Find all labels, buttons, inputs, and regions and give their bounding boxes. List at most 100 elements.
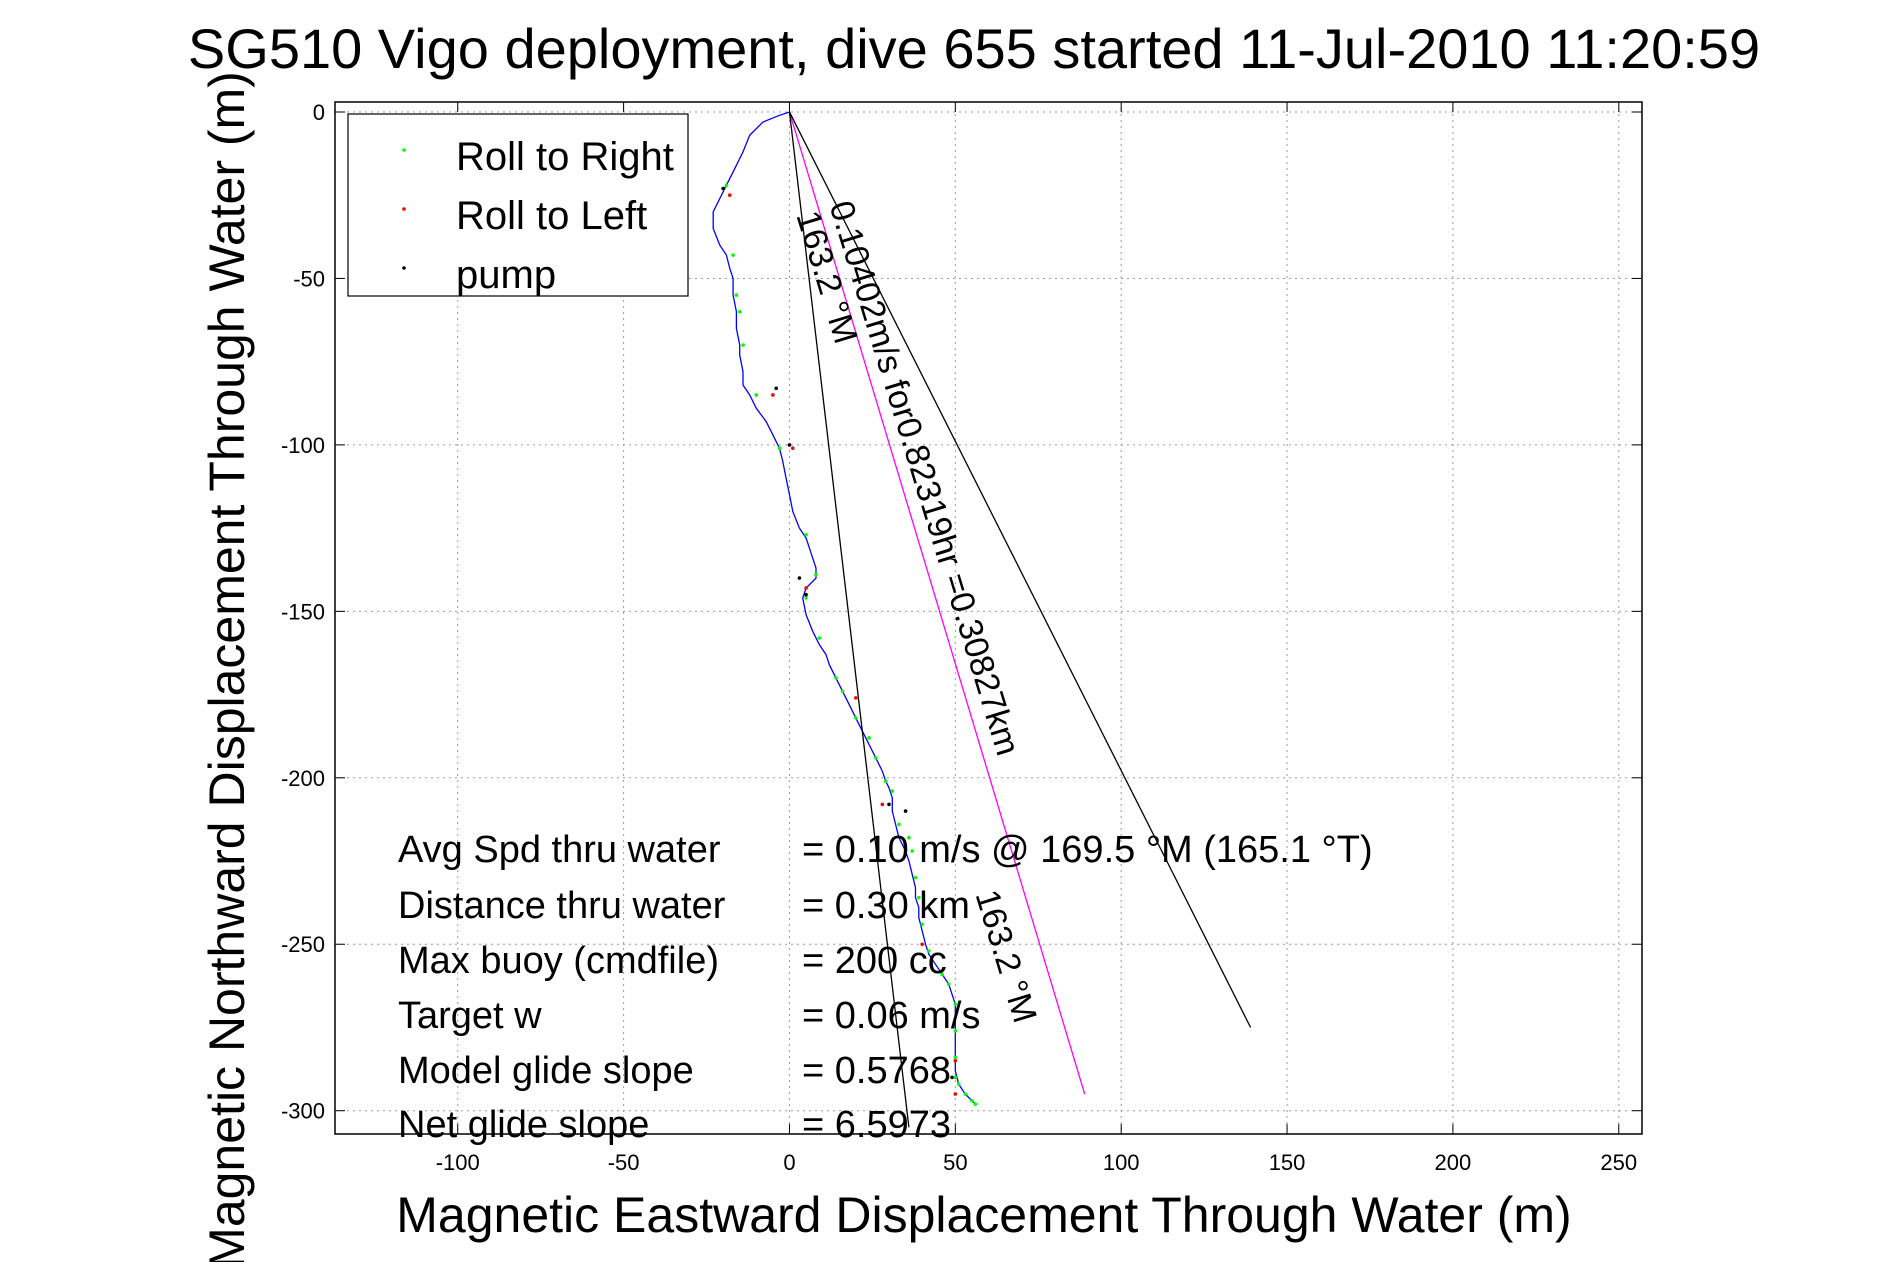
data-point (940, 972, 944, 977)
data-point (973, 1102, 978, 1106)
series-line (788, 111, 1086, 1095)
y-tick-label: -250 (281, 932, 325, 957)
x-tick-label: 100 (1103, 1150, 1140, 1175)
data-point (920, 922, 924, 927)
x-tick-label: -50 (608, 1150, 640, 1175)
data-point (970, 1098, 974, 1103)
data-point (721, 186, 725, 191)
data-point (804, 532, 808, 537)
data-point (754, 393, 759, 397)
stat-value-distance: = 0.30 km (802, 885, 970, 927)
chart-title: SG510 Vigo deployment, dive 655 started … (188, 17, 1760, 80)
data-point (883, 779, 888, 783)
data-point (737, 309, 742, 314)
stat-value-max-buoy: = 200 cc (802, 940, 947, 982)
data-point (834, 676, 838, 680)
data-point (727, 193, 732, 198)
data-point (790, 446, 795, 451)
stat-value-target-w: = 0.06 m/s (802, 995, 980, 1037)
data-point (804, 596, 808, 600)
data-point (724, 183, 729, 188)
y-tick-label: 0 (313, 100, 325, 125)
data-point (734, 293, 739, 297)
x-tick-label: 50 (943, 1150, 967, 1175)
data-point (771, 393, 775, 397)
x-tick-label: -100 (436, 1150, 480, 1175)
data-point (867, 736, 871, 740)
data-point (917, 895, 921, 900)
series-line (788, 111, 1252, 1028)
y-tick-label: -150 (281, 599, 325, 624)
legend-box (347, 113, 689, 297)
data-point (731, 253, 735, 257)
y-tick-label: -100 (281, 433, 325, 458)
y-axis-label: Magnetic Northward Displacement Through … (199, 71, 255, 1262)
data-point (817, 636, 822, 640)
data-point (926, 949, 931, 953)
y-tick-label: -200 (281, 766, 325, 791)
data-point (787, 443, 792, 447)
data-point (804, 586, 808, 590)
data-point (953, 1029, 958, 1033)
data-point (880, 802, 885, 807)
data-point (956, 1082, 961, 1086)
data-point (814, 572, 818, 577)
data-point (897, 822, 901, 827)
legend-marker-roll-left (402, 207, 406, 211)
data-point (797, 576, 802, 580)
data-point (887, 802, 891, 807)
data-point (774, 386, 778, 391)
series-line (712, 111, 976, 1105)
data-point (903, 809, 908, 813)
stat-value-avg-speed: = 0.10 m/s @ 169.5 °M (165.1 °T) (802, 829, 1373, 871)
y-tick-label: -50 (293, 266, 325, 291)
data-point (963, 1092, 968, 1096)
stat-value-model-glide: = 0.5768 (802, 1050, 951, 1092)
stats-block: Avg Spd thru water = 0.10 m/s @ 169.5 °M… (398, 829, 1373, 1146)
data-point (741, 343, 745, 347)
data-point (953, 1058, 958, 1063)
data-point (854, 696, 858, 700)
legend: Roll to Right Roll to Left pump (347, 113, 689, 297)
data-point (873, 756, 878, 760)
net-course-line (788, 111, 1086, 1095)
track-line (712, 111, 976, 1105)
x-tick-label: 250 (1600, 1150, 1637, 1175)
legend-marker-roll-right (402, 148, 406, 152)
x-tick-label: 150 (1269, 1150, 1306, 1175)
roll-left-points (727, 193, 958, 1096)
axis-ticks: -100 -50 0 50 100 150 200 250 0 -50 -100 -150 -200 -2… (281, 100, 1642, 1175)
data-point (953, 1055, 958, 1060)
heading-line-east (788, 111, 1252, 1028)
stat-value-net-glide: = 6.5973 (802, 1104, 951, 1146)
data-point (920, 942, 924, 947)
pump-points (721, 186, 954, 1080)
stat-label-model-glide: Model glide slope (398, 1050, 694, 1092)
stat-label-distance: Distance thru water (398, 885, 726, 927)
legend-marker-pump (402, 266, 406, 270)
x-axis-label: Magnetic Eastward Displacement Through W… (396, 1187, 1571, 1243)
data-point (840, 689, 845, 694)
legend-entry-pump: pump (456, 253, 556, 297)
data-point (907, 835, 911, 840)
data-point (913, 875, 918, 880)
series-layer (712, 111, 1252, 1128)
stat-label-max-buoy: Max buoy (cmdfile) (398, 940, 719, 982)
data-point (804, 592, 808, 597)
stat-label-target-w: Target w (398, 995, 542, 1037)
heading-line-west (788, 111, 910, 1128)
data-point (890, 789, 895, 793)
stat-label-avg-speed: Avg Spd thru water (398, 829, 721, 871)
legend-entry-roll-left: Roll to Left (456, 194, 647, 238)
data-point (854, 716, 858, 720)
x-tick-label: 200 (1435, 1150, 1472, 1175)
x-tick-label: 0 (783, 1150, 795, 1175)
data-point (950, 1075, 954, 1080)
stat-label-net-glide: Net glide slope (398, 1104, 649, 1146)
data-point (953, 1075, 958, 1080)
roll-right-points (724, 183, 978, 1106)
data-point (910, 849, 915, 853)
data-point (953, 1002, 958, 1006)
y-tick-label: -300 (281, 1099, 325, 1124)
